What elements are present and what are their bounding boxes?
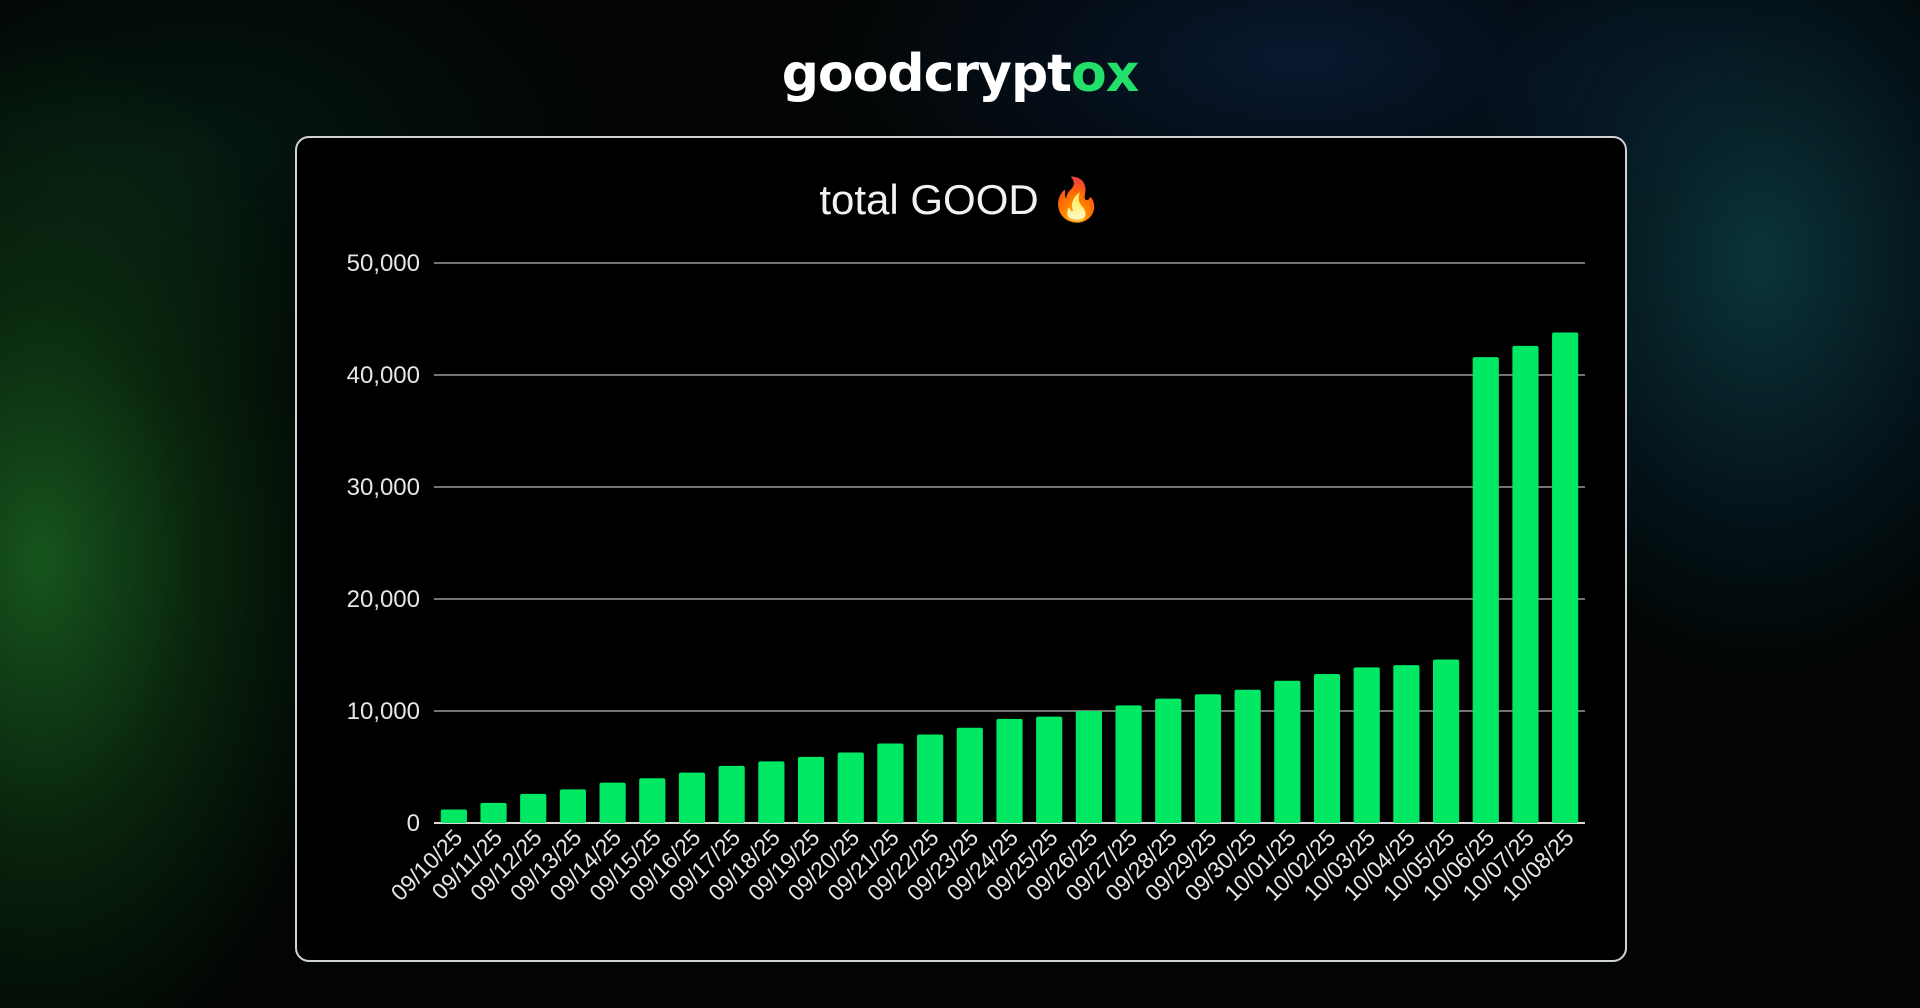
goodcrypto-logo: goodcryptox bbox=[0, 44, 1920, 104]
bar bbox=[520, 793, 547, 823]
bar bbox=[1194, 694, 1222, 823]
bar bbox=[1115, 705, 1142, 823]
bar bbox=[1274, 680, 1301, 823]
bar bbox=[480, 802, 507, 823]
bar bbox=[1155, 698, 1182, 823]
y-tick-label: 40,000 bbox=[347, 362, 420, 389]
bar bbox=[718, 765, 745, 823]
bar bbox=[877, 743, 904, 823]
logo-accent-text: ox bbox=[1071, 44, 1139, 104]
bars bbox=[440, 332, 1579, 823]
y-tick-label: 0 bbox=[407, 810, 420, 837]
y-tick-label: 10,000 bbox=[347, 698, 420, 725]
y-tick-label: 30,000 bbox=[347, 474, 420, 501]
bar bbox=[1512, 345, 1539, 823]
bar bbox=[797, 756, 825, 823]
chart-card: total GOOD 🔥 0 10,000 20,000 30,000 40,000 50… bbox=[295, 136, 1627, 962]
bar bbox=[1313, 674, 1341, 823]
bar bbox=[639, 778, 666, 823]
bar bbox=[917, 734, 944, 823]
x-axis-ticks: 09/10/2509/11/2509/12/2509/13/2509/14/25… bbox=[386, 824, 1579, 906]
bar bbox=[1393, 665, 1420, 823]
bar bbox=[837, 752, 864, 823]
bar-chart: total GOOD 🔥 0 10,000 20,000 30,000 40,000 50… bbox=[347, 175, 1585, 906]
bar bbox=[758, 761, 785, 823]
bar bbox=[559, 789, 587, 823]
bar bbox=[1075, 711, 1102, 823]
bar bbox=[1432, 659, 1460, 823]
logo-text: goodcrypt bbox=[781, 44, 1072, 104]
bar bbox=[996, 718, 1023, 823]
y-tick-label: 50,000 bbox=[347, 250, 420, 277]
y-axis-ticks: 0 10,000 20,000 30,000 40,000 50,000 bbox=[347, 250, 420, 837]
bar bbox=[1036, 716, 1063, 823]
bar bbox=[1472, 357, 1499, 823]
bar bbox=[678, 772, 706, 823]
gridlines bbox=[434, 262, 1585, 824]
bar bbox=[1353, 667, 1380, 823]
bar bbox=[599, 782, 626, 823]
bar bbox=[440, 809, 467, 823]
chart-title: total GOOD 🔥 bbox=[819, 175, 1102, 224]
y-tick-label: 20,000 bbox=[347, 586, 420, 613]
bar bbox=[1552, 332, 1579, 823]
bar bbox=[956, 727, 983, 823]
bar bbox=[1234, 689, 1261, 823]
